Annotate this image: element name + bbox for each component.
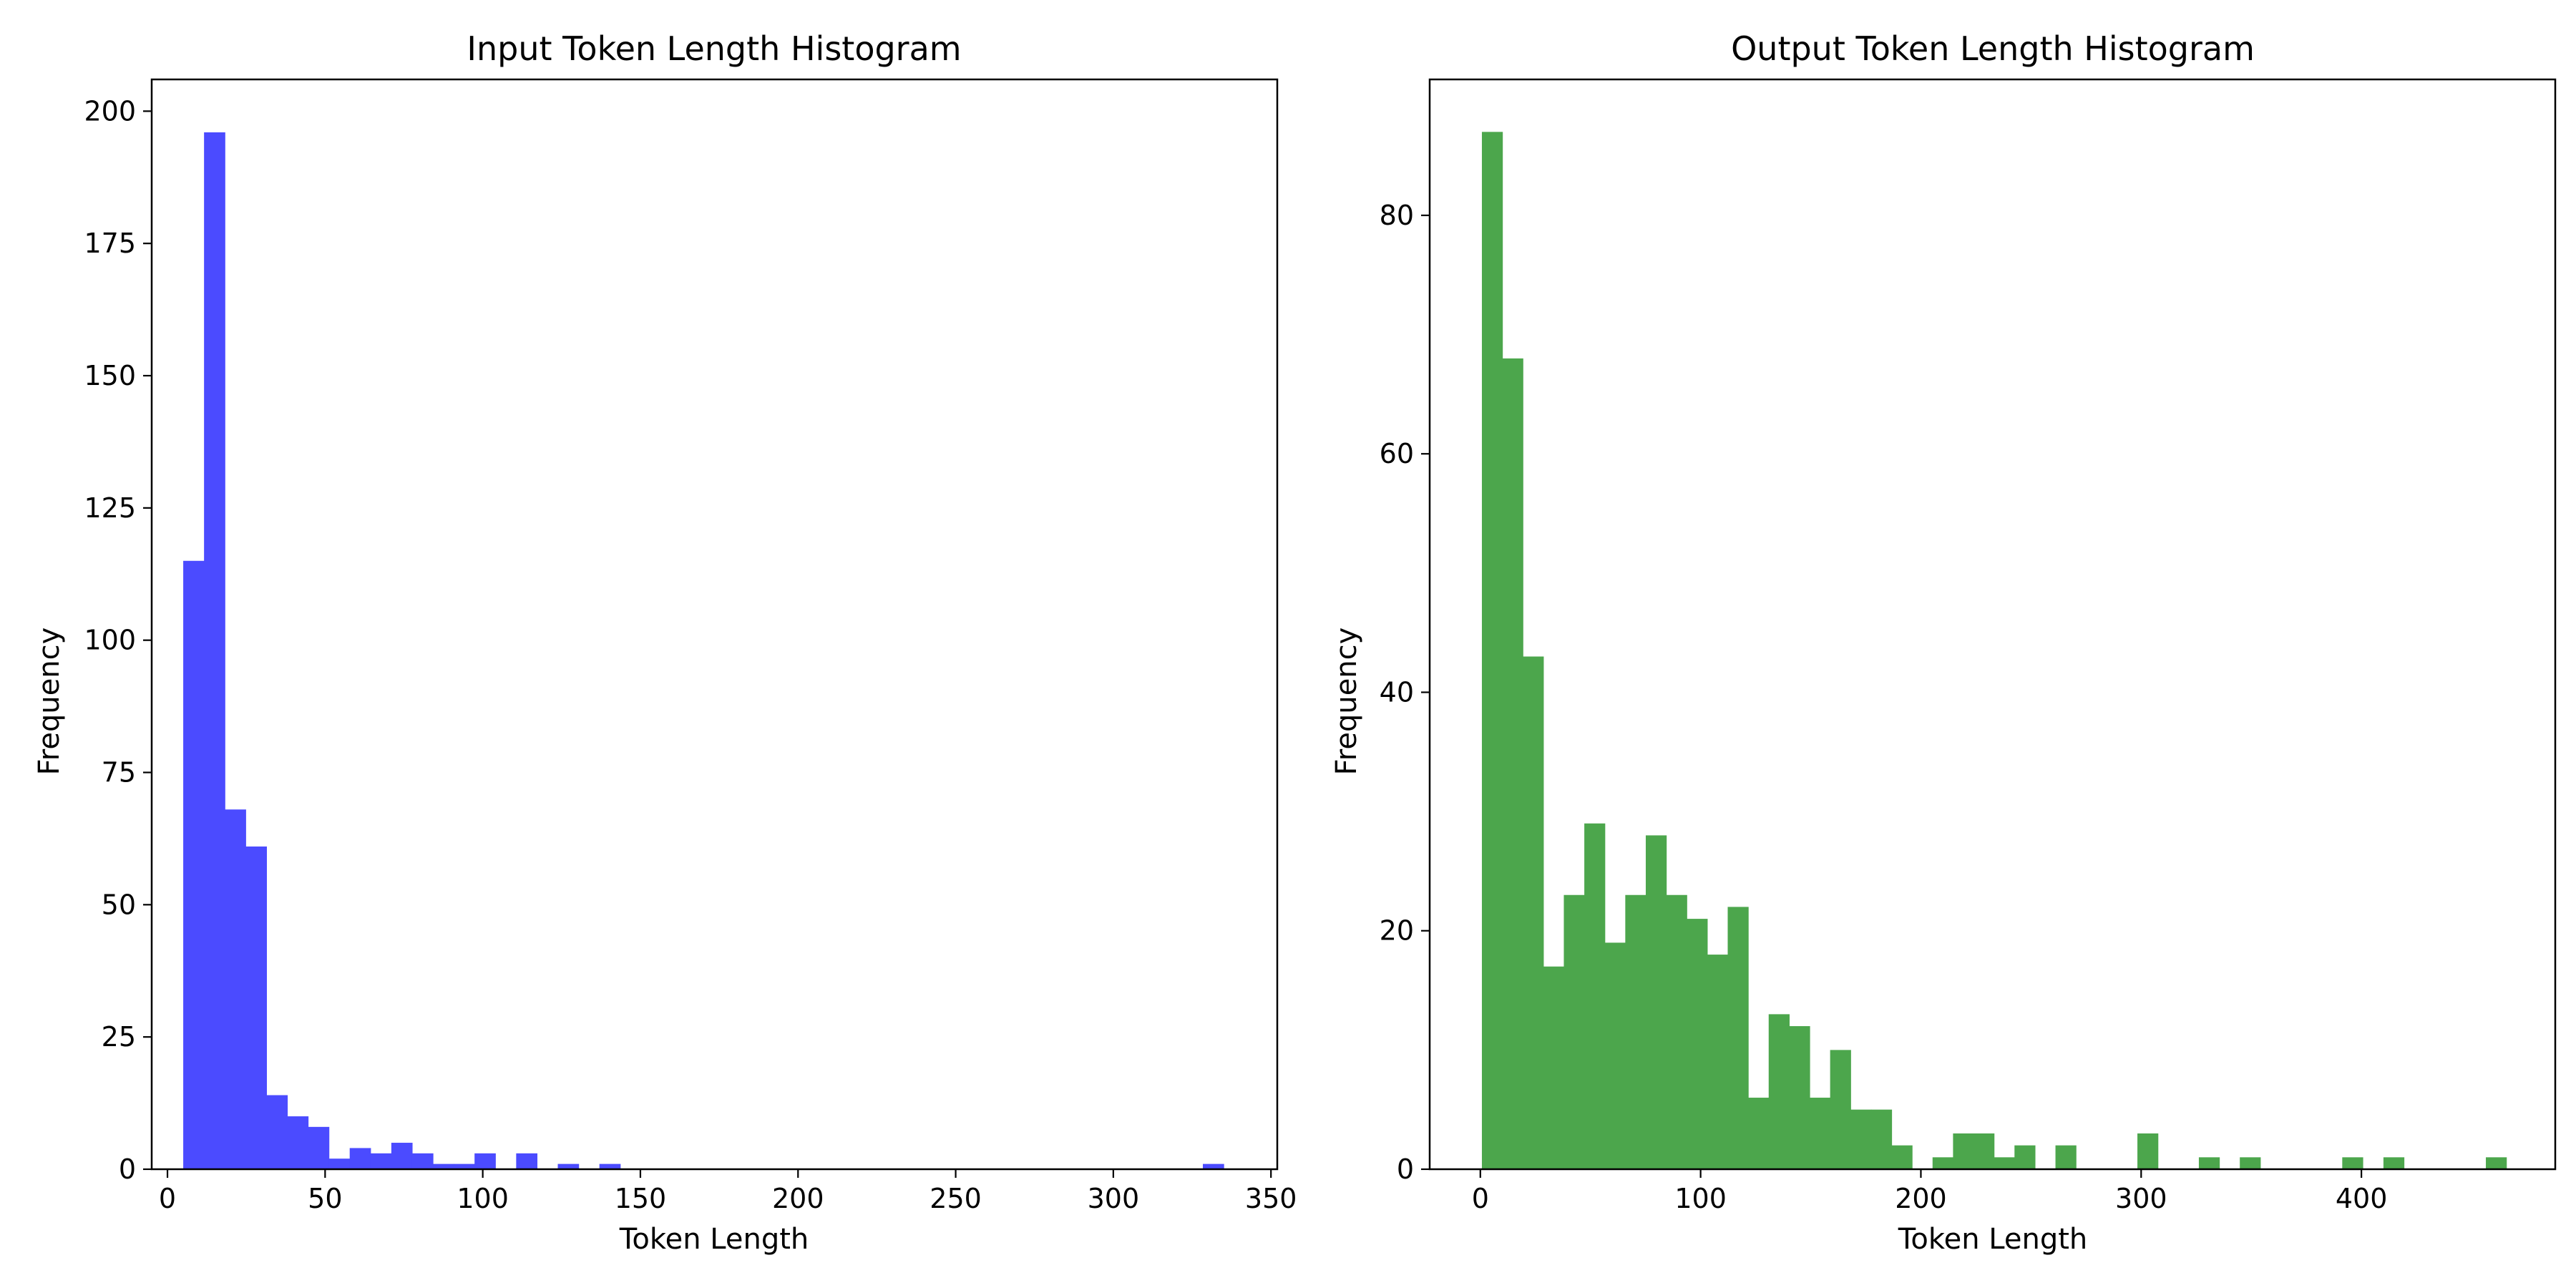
input-histogram-bar: [204, 132, 225, 1170]
output-histogram-bar: [1666, 894, 1687, 1169]
output-histogram-bar: [1789, 1026, 1810, 1169]
input-histogram-ylabel: Frequency: [33, 628, 66, 776]
input-histogram-bar: [454, 1163, 475, 1169]
output-histogram-bar: [2342, 1157, 2363, 1169]
output-histogram-ytick-label: 40: [1380, 676, 1414, 708]
input-histogram-xtick-label: 100: [457, 1183, 509, 1214]
output-histogram-bar: [1645, 835, 1667, 1169]
input-histogram-bar: [225, 809, 246, 1169]
output-histogram-bar: [2137, 1133, 2159, 1169]
output-histogram-bar: [1604, 942, 1626, 1169]
input-histogram-ytick-label: 150: [84, 360, 136, 391]
output-histogram-bar: [2055, 1145, 2077, 1169]
output-histogram-xtick-label: 100: [1674, 1183, 1727, 1214]
output-histogram-title: Output Token Length Histogram: [1731, 29, 2255, 68]
input-histogram-title: Input Token Length Histogram: [467, 29, 961, 68]
output-histogram-plot-frame: [1428, 78, 2557, 1171]
input-histogram-plot-frame: [150, 78, 1279, 1171]
output-histogram-ytick-label: 60: [1380, 438, 1414, 469]
output-histogram-bars: [1481, 132, 2507, 1169]
output-histogram-ytick-label: 80: [1380, 200, 1414, 231]
output-histogram-bar: [1584, 823, 1606, 1169]
output-histogram-bar: [2383, 1157, 2405, 1169]
output-histogram-bar: [1625, 894, 1646, 1169]
input-histogram-yticks: 0 25 50 75 100 125 150 175 200: [84, 95, 152, 1185]
input-histogram-bar: [349, 1148, 371, 1169]
input-histogram-xtick-label: 300: [1088, 1183, 1140, 1214]
output-histogram-bar: [1748, 1098, 1770, 1169]
output-histogram-xtick-label: 0: [1472, 1183, 1489, 1214]
input-histogram-bar: [308, 1126, 330, 1169]
input-histogram-xtick-label: 0: [159, 1183, 176, 1214]
output-histogram-bar: [1810, 1098, 1831, 1169]
input-histogram-bars: [183, 132, 1224, 1170]
output-histogram-xticks: 0 100 200 300 400: [1472, 1169, 2388, 1214]
output-histogram-bar: [1768, 1014, 1790, 1169]
output-histogram-bar: [1481, 132, 1503, 1169]
input-histogram-ytick-label: 50: [102, 889, 136, 920]
input-histogram-bar: [328, 1158, 351, 1169]
input-histogram-xtick-label: 200: [772, 1183, 824, 1214]
input-histogram-ytick-label: 175: [84, 228, 136, 259]
input-histogram-xticks: 0 50 100 150 200 250 300 350: [159, 1169, 1297, 1214]
input-histogram-bar: [599, 1163, 621, 1169]
input-histogram-bar: [391, 1143, 413, 1169]
output-histogram-bar: [1543, 966, 1565, 1169]
input-histogram-ytick-label: 100: [84, 625, 136, 656]
output-histogram-xtick-label: 300: [2115, 1183, 2167, 1214]
output-histogram-bar: [2014, 1145, 2036, 1169]
output-histogram-bar: [1891, 1145, 1913, 1169]
input-histogram-xtick-label: 250: [930, 1183, 982, 1214]
output-histogram-panel: Output Token Length Histogram Token Leng…: [1330, 29, 2557, 1256]
output-histogram-bar: [1502, 358, 1523, 1169]
output-histogram-bar: [1953, 1133, 1974, 1169]
output-histogram-xtick-label: 400: [2336, 1183, 2388, 1214]
input-histogram-panel: Input Token Length Histogram Token Lengt…: [33, 29, 1297, 1256]
input-histogram-ytick-label: 0: [119, 1153, 136, 1185]
output-histogram-bar: [2486, 1157, 2507, 1169]
output-histogram-bar: [1974, 1133, 1995, 1169]
input-histogram-xtick-label: 150: [615, 1183, 667, 1214]
output-histogram-bar: [2198, 1157, 2220, 1169]
input-histogram-bar: [266, 1095, 288, 1169]
input-histogram-xlabel: Token Length: [619, 1223, 809, 1256]
output-histogram-xtick-label: 200: [1895, 1183, 1947, 1214]
output-histogram-bar: [1932, 1157, 1953, 1169]
input-histogram-ytick-label: 200: [84, 95, 136, 127]
input-histogram-bar: [287, 1116, 309, 1169]
output-histogram-bar: [1850, 1109, 1872, 1169]
output-histogram-ytick-label: 0: [1397, 1153, 1414, 1185]
input-histogram-ytick-label: 25: [102, 1021, 136, 1053]
input-histogram-ytick-label: 75: [102, 757, 136, 789]
input-histogram-xtick-label: 50: [308, 1183, 342, 1214]
input-histogram-ytick-label: 125: [84, 492, 136, 524]
input-histogram-xtick-label: 350: [1245, 1183, 1297, 1214]
input-histogram-bar: [557, 1163, 580, 1169]
input-histogram-bar: [370, 1153, 392, 1169]
output-histogram-bar: [1830, 1050, 1851, 1169]
output-histogram-ylabel: Frequency: [1330, 628, 1363, 776]
output-histogram-yticks: 0 20 40 60 80: [1380, 200, 1430, 1185]
input-histogram-bar: [1203, 1163, 1224, 1169]
output-histogram-xlabel: Token Length: [1898, 1223, 2088, 1256]
input-histogram-bar: [433, 1163, 454, 1169]
input-histogram-bar: [245, 847, 267, 1169]
input-histogram-bar: [516, 1153, 538, 1169]
output-histogram-ytick-label: 20: [1380, 915, 1414, 947]
input-histogram-bar: [474, 1153, 496, 1169]
output-histogram-bar: [1727, 907, 1749, 1169]
input-histogram-bar: [183, 560, 205, 1169]
input-histogram-bar: [411, 1153, 434, 1169]
output-histogram-bar: [2240, 1157, 2261, 1169]
output-histogram-bar: [1870, 1109, 1893, 1169]
output-histogram-bar: [1687, 919, 1708, 1169]
output-histogram-bar: [1523, 656, 1544, 1169]
output-histogram-bar: [1994, 1157, 2015, 1169]
output-histogram-bar: [1707, 955, 1729, 1169]
output-histogram-bar: [1563, 894, 1585, 1169]
